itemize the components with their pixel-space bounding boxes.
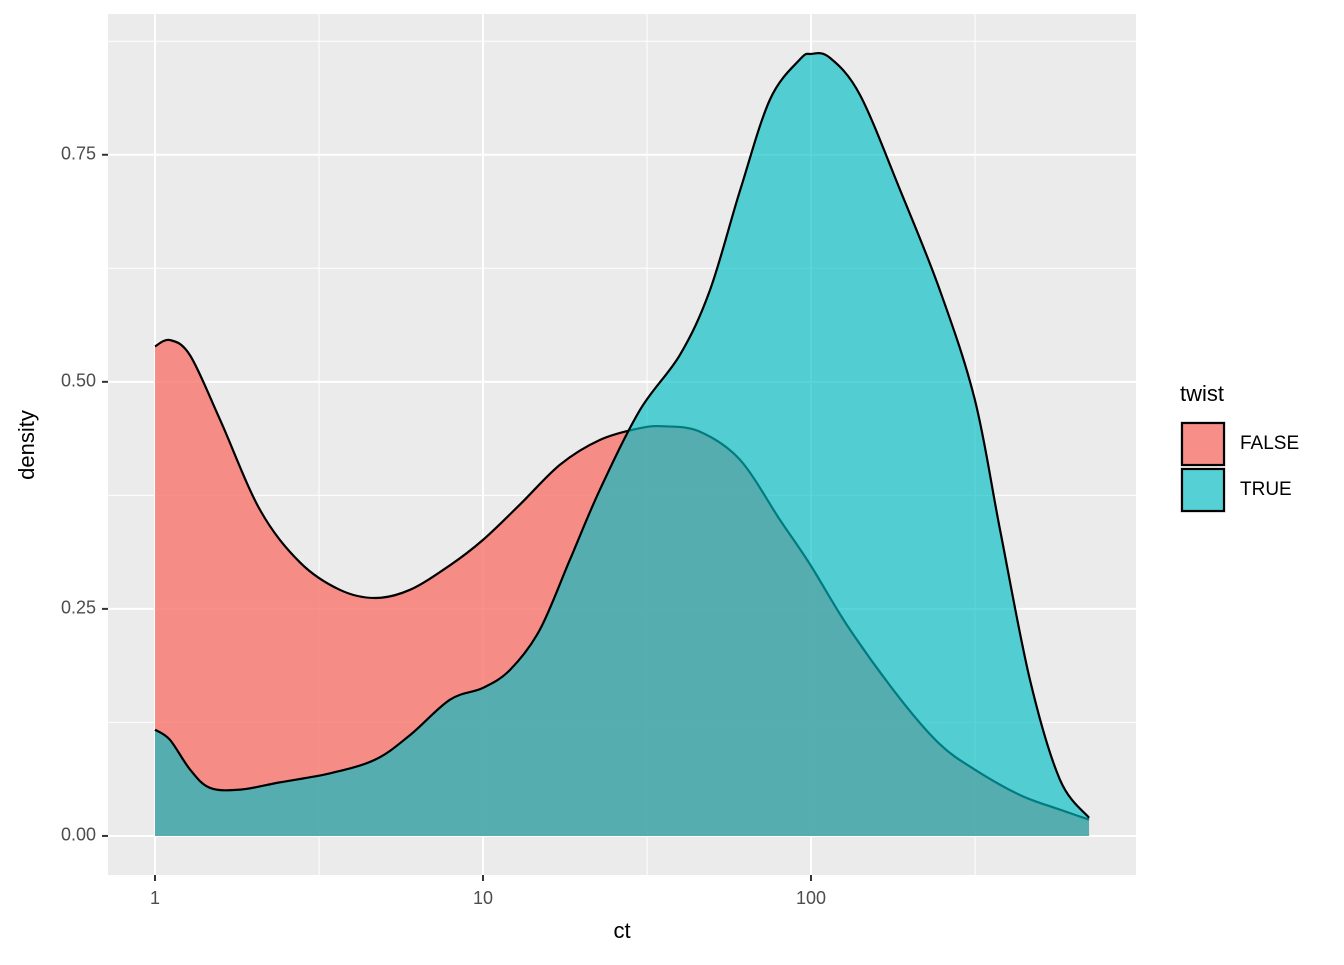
legend-title: twist [1180, 381, 1224, 406]
y-axis-title: density [14, 410, 39, 480]
density-line [154, 52, 1090, 819]
y-tick-label: 0.25 [61, 598, 96, 618]
x-tick-label: 1 [150, 888, 160, 908]
x-axis-title: ct [613, 918, 630, 943]
legend-key [1180, 467, 1226, 513]
x-tick-label: 10 [473, 888, 493, 908]
x-tick-label: 100 [796, 888, 826, 908]
legend-key [1180, 421, 1226, 467]
y-tick-label: 0.00 [61, 825, 96, 845]
y-tick-label: 0.50 [61, 371, 96, 391]
legend-label: TRUE [1240, 479, 1292, 500]
legend-label: FALSE [1240, 433, 1299, 454]
y-tick-label: 0.75 [61, 144, 96, 164]
